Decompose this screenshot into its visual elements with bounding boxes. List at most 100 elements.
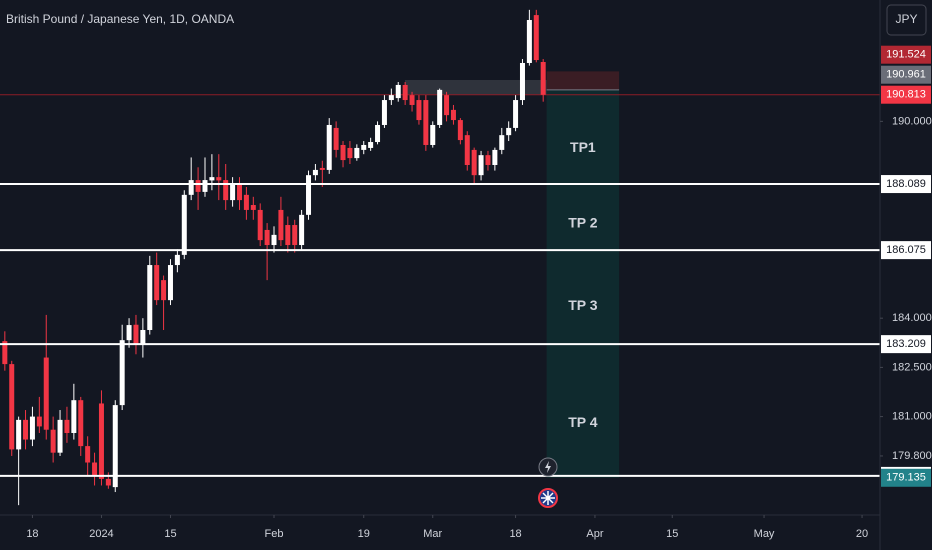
candle-body [257,209,263,241]
candle-body [29,416,35,440]
candle-body [43,357,49,430]
candle-body [250,205,256,210]
candle-body [188,180,194,195]
candle-body [333,127,339,150]
price-tag [881,45,931,64]
candle-body [154,265,160,301]
candle-body [126,325,132,341]
candle-body [181,194,187,255]
flag-cross [541,491,555,505]
candle-body [526,20,532,63]
currency-button[interactable] [886,4,927,36]
candle-body [416,100,422,121]
y-tick-label: 181.000 [892,410,932,422]
candle-body [450,109,456,121]
candle-body [381,100,387,125]
candle-body [402,84,408,101]
candle-body [167,265,173,301]
candle-body [347,147,353,159]
chart-title: British Pound / Japanese Yen, 1D, OANDA [6,12,234,26]
stop-zone [546,71,620,90]
candle-body [9,364,15,450]
candle-body [513,100,519,128]
candle-body [506,127,512,136]
level-tag [881,175,931,194]
candle-body [50,429,56,453]
candle-body [409,95,415,105]
candle-body [437,89,443,125]
candle-body [119,340,125,406]
price-tag-label: 190.813 [886,89,926,101]
candle-body [312,169,318,176]
price-tag-label: 190.961 [886,69,926,81]
candle-body [340,144,346,161]
candle-body [533,15,539,61]
candle-body [271,234,277,246]
candle-body [243,194,249,210]
candle-body [36,416,42,427]
candle-body [278,209,284,241]
candle-body [147,265,153,330]
level-tag-label: 186.075 [886,244,926,256]
lightning-icon [545,461,551,473]
candle-body [375,124,381,143]
x-tick-label: May [754,528,775,540]
candle-body [388,95,394,101]
candle-body [92,462,98,476]
candle-body [78,400,84,447]
candle-body [354,147,360,159]
candle-body [485,155,491,165]
candle-body [236,185,242,201]
tp-label: TP 2 [568,214,598,230]
candle-body [492,149,498,165]
candle-body [478,155,484,176]
candle-body [105,478,111,486]
price-tag-label: 179.135 [886,472,926,484]
candle-body [140,329,146,345]
tp-label: TP 4 [568,414,598,430]
candle-body [230,185,236,201]
candle-body [85,446,91,463]
candle-body [444,95,450,116]
candle-body [133,324,139,345]
x-axis-band [0,515,932,550]
currency-button-label[interactable]: JPY [895,12,917,26]
level-tag-label: 188.089 [886,178,926,190]
candle-body [292,225,298,246]
y-tick-label: 182.500 [892,361,932,373]
level-tag-label: 183.209 [886,338,926,350]
candle-body [174,254,180,266]
candle-body [464,135,470,165]
x-tick-label: 18 [509,528,521,540]
candle-body [209,177,215,181]
x-tick-label: Apr [586,528,603,540]
candle-body [395,84,401,99]
candle-body [326,124,332,170]
candle-body [202,180,208,192]
candle-body [423,100,429,145]
price-tag [881,468,931,487]
candle-body [430,124,436,145]
candle-body [98,403,104,479]
x-tick-label: 2024 [89,528,113,540]
candle-body [540,61,546,95]
candle-body [306,175,312,215]
candle-body [361,144,367,150]
candle-body [71,400,77,433]
candle-body [161,280,167,301]
candle-body [216,177,222,181]
tp-label: TP 3 [568,297,598,313]
x-tick-label: Feb [265,528,284,540]
price-tag-label: 191.524 [886,49,926,61]
price-tag [881,65,931,84]
level-tag [881,335,931,354]
candle-body [23,419,29,440]
tp-label: TP1 [570,139,596,155]
candle-body [2,341,8,365]
candle-body [16,419,22,450]
price-tag [881,85,931,104]
x-tick-label: 15 [164,528,176,540]
x-tick-label: 15 [666,528,678,540]
plot-area: TP1 TP 2 TP 3 TP 4 [0,9,880,506]
